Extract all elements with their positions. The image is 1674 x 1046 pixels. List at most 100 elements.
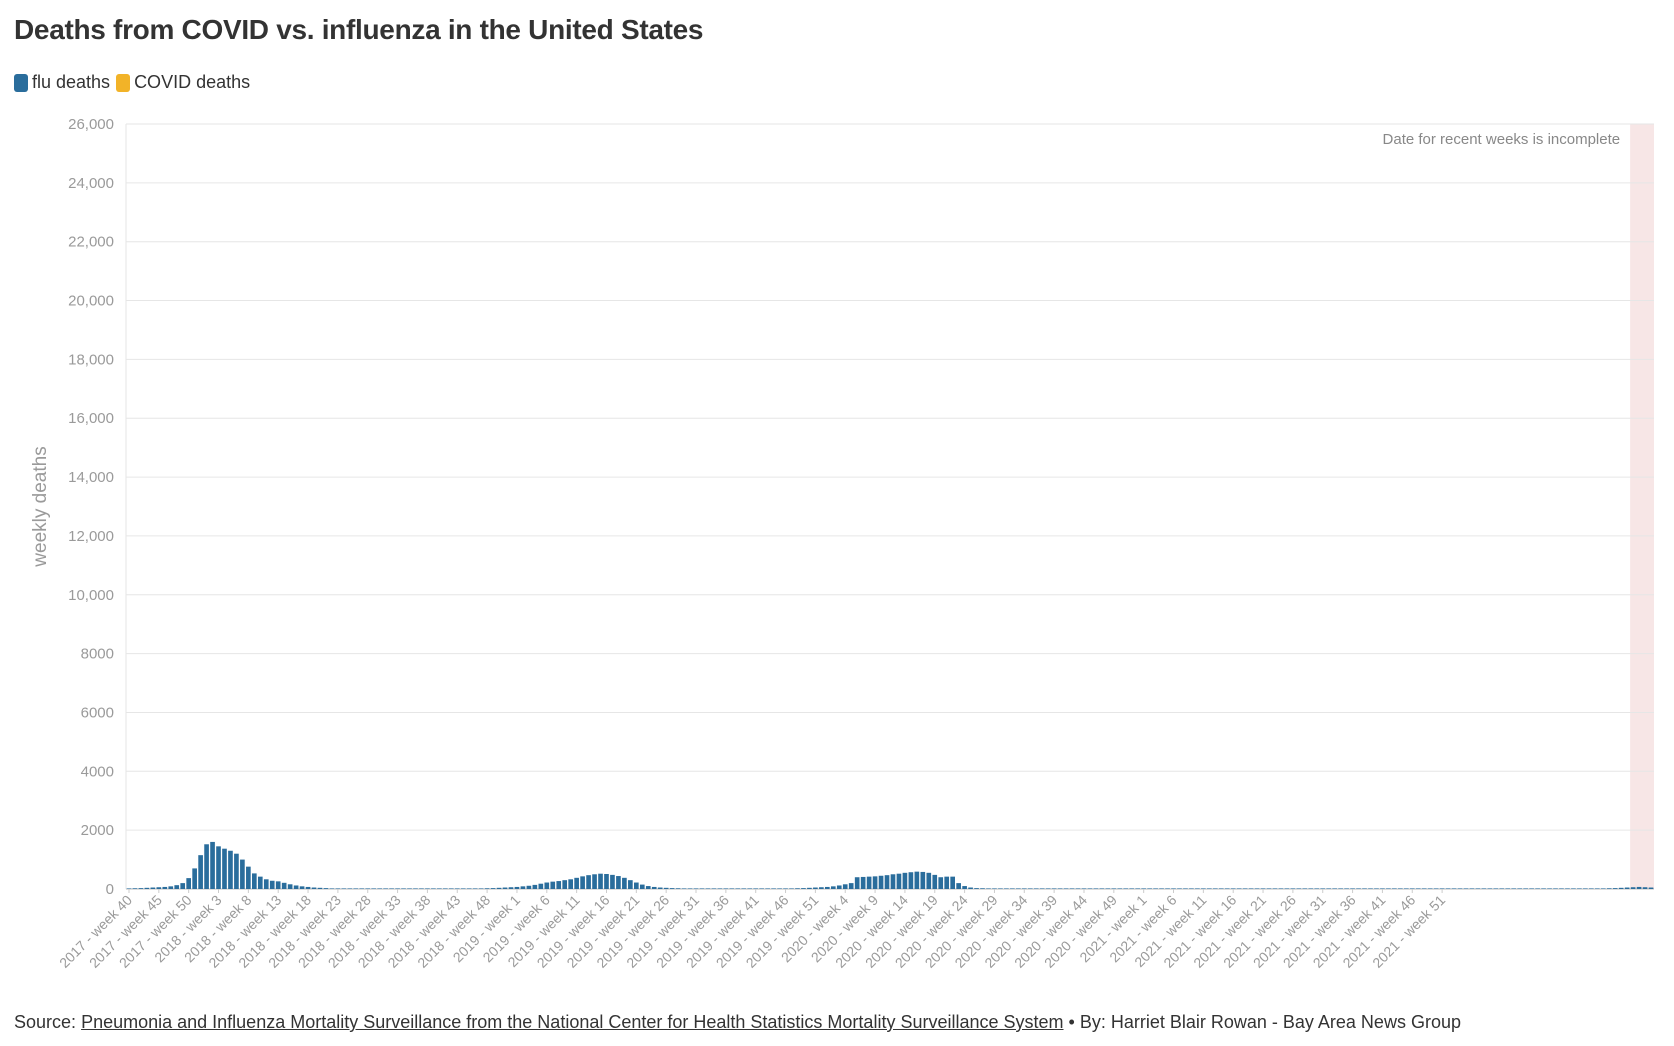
bar-flu bbox=[622, 877, 627, 889]
y-tick-label: 12,000 bbox=[68, 528, 114, 545]
y-tick-label: 16,000 bbox=[68, 410, 114, 427]
bar-flu bbox=[275, 881, 281, 889]
bar-flu bbox=[717, 888, 723, 889]
bar-flu bbox=[222, 848, 227, 889]
bar-flu bbox=[413, 888, 418, 889]
bar-flu bbox=[1159, 888, 1164, 889]
bar-flu bbox=[1326, 888, 1332, 889]
bar-flu bbox=[544, 882, 550, 889]
bar-flu bbox=[777, 888, 782, 889]
bar-flu bbox=[1451, 888, 1457, 889]
bar-flu bbox=[735, 888, 741, 889]
bar-flu bbox=[401, 888, 406, 889]
bar-flu bbox=[263, 879, 269, 889]
bar-flu bbox=[1004, 888, 1009, 889]
bar-flu bbox=[639, 884, 645, 889]
bar-flu bbox=[1075, 888, 1081, 889]
bar-flu bbox=[478, 888, 484, 889]
bar-flu bbox=[281, 882, 287, 889]
bar-flu bbox=[472, 888, 478, 889]
chart-title: Deaths from COVID vs. influenza in the U… bbox=[14, 14, 704, 45]
bar-flu bbox=[1266, 888, 1272, 889]
bar-flu bbox=[956, 883, 961, 889]
legend-label-covid: COVID deaths bbox=[134, 72, 251, 92]
y-tick-label: 14,000 bbox=[68, 469, 114, 486]
bar-flu bbox=[317, 887, 323, 889]
bar-flu bbox=[1481, 888, 1487, 889]
legend-swatch-covid bbox=[116, 73, 131, 92]
bar-flu bbox=[759, 888, 764, 889]
y-tick-label: 2000 bbox=[81, 822, 114, 839]
bar-flu bbox=[1589, 888, 1594, 889]
bar-flu bbox=[1308, 888, 1314, 889]
bar-flu bbox=[1392, 888, 1397, 889]
bar-flu bbox=[550, 881, 556, 889]
bar-flu bbox=[204, 844, 209, 889]
bar-flu bbox=[1547, 888, 1552, 889]
bar-flu bbox=[729, 888, 735, 889]
legend: flu deaths COVID deaths bbox=[14, 72, 256, 93]
bar-flu bbox=[1195, 888, 1200, 889]
bar-flu bbox=[1529, 888, 1534, 889]
bar-flu bbox=[347, 888, 353, 889]
bar-flu bbox=[419, 888, 424, 889]
bar-flu bbox=[1565, 888, 1570, 889]
bar-flu bbox=[1624, 887, 1630, 889]
bar-flu bbox=[998, 888, 1003, 889]
bar-flu bbox=[257, 876, 263, 889]
bar-flu bbox=[1630, 887, 1636, 889]
bar-flu bbox=[1541, 888, 1546, 889]
bar-flu bbox=[878, 875, 884, 889]
bar-flu bbox=[842, 884, 848, 889]
bar-flu bbox=[1636, 886, 1642, 889]
bar-flu bbox=[1594, 888, 1600, 889]
bar-flu bbox=[1105, 888, 1111, 889]
bar-flu bbox=[1577, 888, 1582, 889]
legend-item-flu[interactable]: flu deaths bbox=[14, 72, 110, 93]
bar-flu bbox=[526, 885, 532, 889]
y-tick-label: 24,000 bbox=[68, 175, 114, 192]
bar-flu bbox=[234, 853, 239, 889]
bar-flu bbox=[586, 875, 591, 889]
bar-flu bbox=[562, 880, 568, 889]
bar-flu bbox=[1415, 888, 1421, 889]
bar-flu bbox=[371, 888, 377, 889]
y-axis-title: weekly deaths bbox=[30, 446, 51, 567]
bar-flu bbox=[556, 881, 562, 889]
legend-item-covid[interactable]: COVID deaths bbox=[116, 72, 250, 93]
bar-flu bbox=[1469, 888, 1475, 889]
bar-flu bbox=[1212, 888, 1218, 889]
bar-flu bbox=[1368, 888, 1373, 889]
bar-flu bbox=[753, 888, 759, 889]
bar-flu bbox=[574, 877, 579, 889]
bar-flu bbox=[341, 888, 347, 889]
bar-flu bbox=[156, 887, 162, 889]
bar-flu bbox=[1165, 888, 1170, 889]
bar-flu bbox=[1039, 888, 1045, 889]
bar-flu bbox=[681, 888, 687, 889]
bar-flu bbox=[1123, 888, 1129, 889]
bar-flu bbox=[508, 887, 514, 889]
bar-flu bbox=[1403, 888, 1409, 889]
bar-flu bbox=[1177, 888, 1182, 889]
bar-flu bbox=[902, 872, 908, 889]
bar-flu bbox=[1171, 888, 1176, 889]
legend-label-flu: flu deaths bbox=[32, 72, 111, 92]
bar-flu bbox=[1386, 888, 1391, 889]
bar-flu bbox=[974, 888, 979, 889]
bar-flu bbox=[1433, 888, 1439, 889]
bar-flu bbox=[1117, 888, 1123, 889]
bar-flu bbox=[1332, 888, 1337, 889]
bar-flu bbox=[741, 888, 747, 889]
bar-flu bbox=[240, 859, 245, 889]
bar-flu bbox=[1475, 888, 1481, 889]
bar-flu bbox=[1135, 888, 1141, 889]
source-link[interactable]: Pneumonia and Influenza Mortality Survei… bbox=[81, 1012, 1064, 1032]
bar-flu bbox=[1248, 888, 1254, 889]
bar-flu bbox=[216, 846, 221, 889]
bar-flu bbox=[610, 874, 615, 889]
bar-flu bbox=[986, 888, 991, 889]
bar-flu bbox=[1016, 888, 1021, 889]
bar-flu bbox=[723, 888, 729, 889]
bar-flu bbox=[801, 888, 806, 889]
